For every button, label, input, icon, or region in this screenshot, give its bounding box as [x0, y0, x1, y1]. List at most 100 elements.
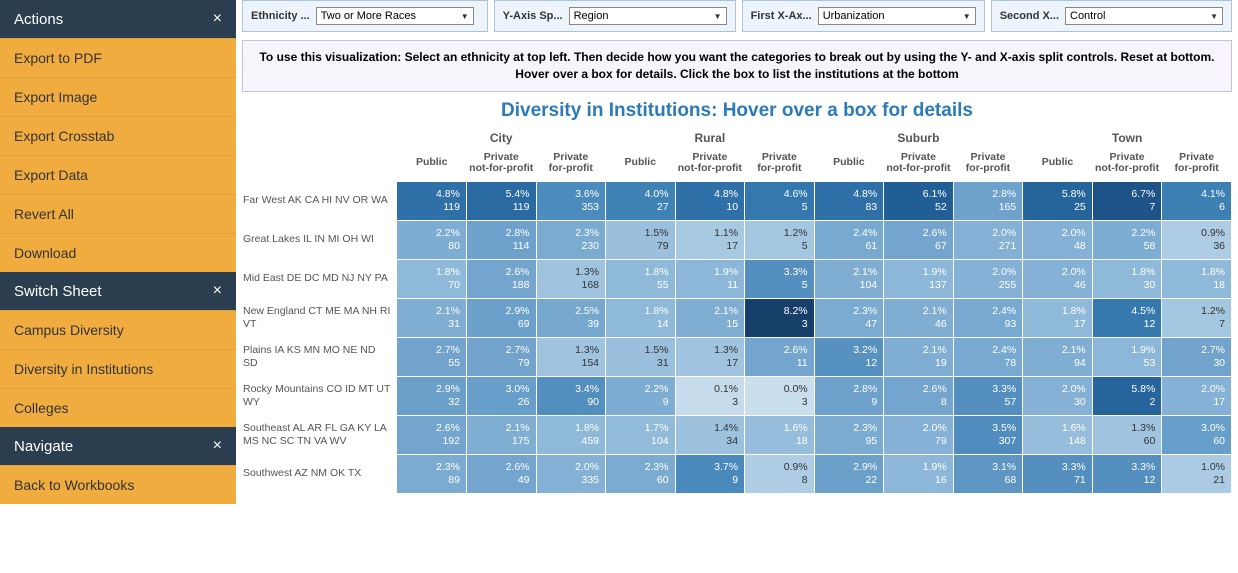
heatmap-cell[interactable]: 2.6%11: [745, 338, 814, 376]
heatmap-cell[interactable]: 2.2%80: [397, 221, 466, 259]
heatmap-cell[interactable]: 2.4%78: [954, 338, 1023, 376]
heatmap-cell[interactable]: 1.3%168: [537, 260, 606, 298]
close-icon[interactable]: ×: [213, 282, 222, 300]
heatmap-cell[interactable]: 2.3%89: [397, 455, 466, 493]
heatmap-cell[interactable]: 2.0%48: [1023, 221, 1092, 259]
heatmap-cell[interactable]: 1.4%34: [676, 416, 745, 454]
action-item[interactable]: Export Image: [0, 77, 236, 116]
heatmap-cell[interactable]: 4.8%83: [815, 182, 884, 220]
heatmap-cell[interactable]: 2.2%9: [606, 377, 675, 415]
heatmap-cell[interactable]: 1.3%60: [1093, 416, 1162, 454]
heatmap-cell[interactable]: 5.8%25: [1023, 182, 1092, 220]
heatmap-cell[interactable]: 3.0%26: [467, 377, 536, 415]
heatmap-cell[interactable]: 4.6%5: [745, 182, 814, 220]
filter-select[interactable]: Control▼: [1065, 7, 1223, 25]
filter-select[interactable]: Two or More Races▼: [316, 7, 474, 25]
heatmap-cell[interactable]: 3.2%12: [815, 338, 884, 376]
heatmap-cell[interactable]: 1.9%16: [884, 455, 953, 493]
heatmap-cell[interactable]: 2.1%15: [676, 299, 745, 337]
heatmap-cell[interactable]: 4.0%27: [606, 182, 675, 220]
heatmap-cell[interactable]: 2.9%22: [815, 455, 884, 493]
heatmap-cell[interactable]: 3.1%68: [954, 455, 1023, 493]
heatmap-cell[interactable]: 1.9%11: [676, 260, 745, 298]
heatmap-cell[interactable]: 3.7%9: [676, 455, 745, 493]
heatmap-cell[interactable]: 2.6%67: [884, 221, 953, 259]
heatmap-cell[interactable]: 4.1%6: [1162, 182, 1231, 220]
heatmap-cell[interactable]: 2.0%79: [884, 416, 953, 454]
heatmap-cell[interactable]: 3.3%12: [1093, 455, 1162, 493]
action-item[interactable]: Export Data: [0, 155, 236, 194]
heatmap-cell[interactable]: 1.6%148: [1023, 416, 1092, 454]
heatmap-cell[interactable]: 2.1%19: [884, 338, 953, 376]
heatmap-cell[interactable]: 2.3%95: [815, 416, 884, 454]
heatmap-cell[interactable]: 1.8%14: [606, 299, 675, 337]
heatmap-cell[interactable]: 1.8%459: [537, 416, 606, 454]
heatmap-cell[interactable]: 2.0%17: [1162, 377, 1231, 415]
heatmap-cell[interactable]: 1.5%79: [606, 221, 675, 259]
action-item[interactable]: Download: [0, 233, 236, 272]
heatmap-cell[interactable]: 6.7%7: [1093, 182, 1162, 220]
heatmap-cell[interactable]: 1.8%30: [1093, 260, 1162, 298]
heatmap-cell[interactable]: 2.4%61: [815, 221, 884, 259]
nav-item[interactable]: Back to Workbooks: [0, 465, 236, 504]
sheet-item[interactable]: Campus Diversity: [0, 310, 236, 349]
heatmap-cell[interactable]: 2.9%32: [397, 377, 466, 415]
heatmap-cell[interactable]: 4.8%10: [676, 182, 745, 220]
heatmap-cell[interactable]: 1.7%104: [606, 416, 675, 454]
heatmap-cell[interactable]: 1.8%55: [606, 260, 675, 298]
heatmap-cell[interactable]: 1.3%17: [676, 338, 745, 376]
heatmap-cell[interactable]: 2.0%30: [1023, 377, 1092, 415]
heatmap-cell[interactable]: 2.7%55: [397, 338, 466, 376]
heatmap-cell[interactable]: 2.1%104: [815, 260, 884, 298]
heatmap-cell[interactable]: 5.8%2: [1093, 377, 1162, 415]
heatmap-cell[interactable]: 3.4%90: [537, 377, 606, 415]
heatmap-cell[interactable]: 0.0%3: [745, 377, 814, 415]
heatmap-cell[interactable]: 3.0%60: [1162, 416, 1231, 454]
action-item[interactable]: Export Crosstab: [0, 116, 236, 155]
heatmap-cell[interactable]: 2.1%46: [884, 299, 953, 337]
heatmap-cell[interactable]: 2.7%30: [1162, 338, 1231, 376]
heatmap-cell[interactable]: 5.4%119: [467, 182, 536, 220]
close-icon[interactable]: ×: [213, 10, 222, 28]
close-icon[interactable]: ×: [213, 437, 222, 455]
heatmap-cell[interactable]: 3.3%5: [745, 260, 814, 298]
heatmap-cell[interactable]: 2.6%8: [884, 377, 953, 415]
action-item[interactable]: Revert All: [0, 194, 236, 233]
heatmap-cell[interactable]: 1.6%18: [745, 416, 814, 454]
filter-select[interactable]: Region▼: [569, 7, 727, 25]
heatmap-cell[interactable]: 2.5%39: [537, 299, 606, 337]
heatmap-cell[interactable]: 2.0%255: [954, 260, 1023, 298]
heatmap-cell[interactable]: 2.4%93: [954, 299, 1023, 337]
heatmap-cell[interactable]: 2.0%335: [537, 455, 606, 493]
heatmap-cell[interactable]: 2.8%165: [954, 182, 1023, 220]
heatmap-cell[interactable]: 2.2%58: [1093, 221, 1162, 259]
sheet-item[interactable]: Diversity in Institutions: [0, 349, 236, 388]
heatmap-cell[interactable]: 2.0%271: [954, 221, 1023, 259]
heatmap-cell[interactable]: 1.3%154: [537, 338, 606, 376]
heatmap-cell[interactable]: 1.2%5: [745, 221, 814, 259]
heatmap-cell[interactable]: 8.2%3: [745, 299, 814, 337]
heatmap-cell[interactable]: 4.5%12: [1093, 299, 1162, 337]
heatmap-cell[interactable]: 0.9%36: [1162, 221, 1231, 259]
heatmap-cell[interactable]: 2.3%230: [537, 221, 606, 259]
heatmap-cell[interactable]: 2.3%60: [606, 455, 675, 493]
heatmap-cell[interactable]: 2.6%192: [397, 416, 466, 454]
heatmap-cell[interactable]: 2.3%47: [815, 299, 884, 337]
heatmap-cell[interactable]: 3.6%353: [537, 182, 606, 220]
heatmap-cell[interactable]: 1.5%31: [606, 338, 675, 376]
heatmap-cell[interactable]: 3.3%57: [954, 377, 1023, 415]
heatmap-cell[interactable]: 0.9%8: [745, 455, 814, 493]
heatmap-cell[interactable]: 4.8%119: [397, 182, 466, 220]
heatmap-cell[interactable]: 2.8%9: [815, 377, 884, 415]
heatmap-cell[interactable]: 1.9%137: [884, 260, 953, 298]
heatmap-cell[interactable]: 2.7%79: [467, 338, 536, 376]
heatmap-cell[interactable]: 1.8%70: [397, 260, 466, 298]
heatmap-cell[interactable]: 2.6%49: [467, 455, 536, 493]
heatmap-cell[interactable]: 2.1%175: [467, 416, 536, 454]
heatmap-cell[interactable]: 1.2%7: [1162, 299, 1231, 337]
heatmap-cell[interactable]: 1.8%17: [1023, 299, 1092, 337]
heatmap-cell[interactable]: 0.1%3: [676, 377, 745, 415]
heatmap-cell[interactable]: 1.0%21: [1162, 455, 1231, 493]
heatmap-cell[interactable]: 6.1%52: [884, 182, 953, 220]
sheet-item[interactable]: Colleges: [0, 388, 236, 427]
